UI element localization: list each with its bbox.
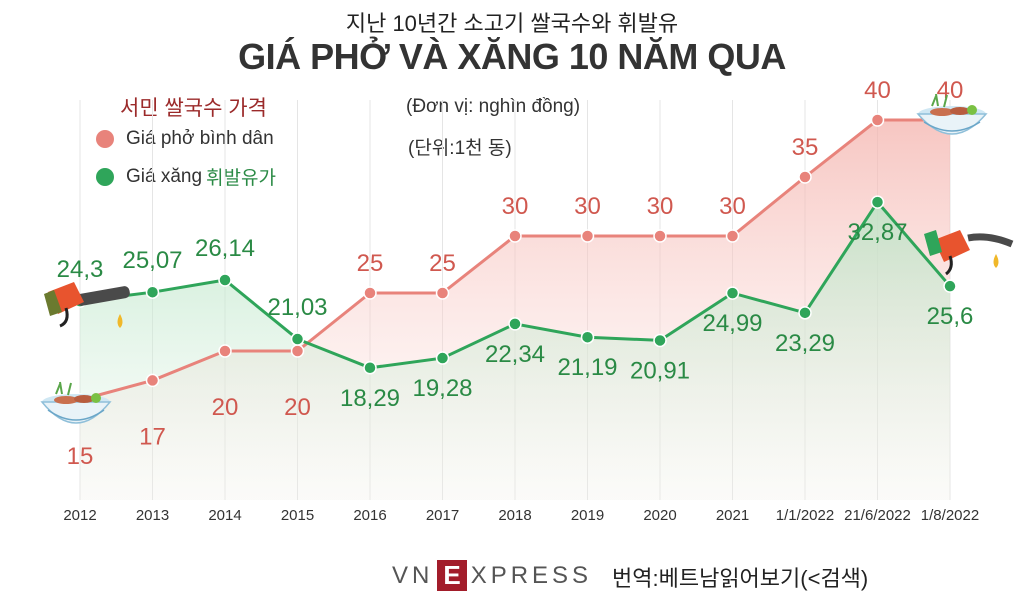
brand-prefix: VN bbox=[392, 561, 434, 589]
data-point-xang bbox=[290, 332, 305, 346]
data-labels: 15 17 20 20 25 25 30 30 30 30 35 40 40 24,3 25,07 26,14… bbox=[57, 77, 974, 470]
pho-bowl-icon bbox=[916, 93, 988, 135]
data-label-xang: 22,34 bbox=[485, 341, 545, 368]
data-point-pho bbox=[218, 344, 232, 358]
data-point-xang bbox=[435, 351, 450, 365]
series-area-xang bbox=[80, 202, 950, 500]
fuel-nozzle-icon bbox=[924, 230, 1014, 276]
data-label-pho: 17 bbox=[139, 423, 166, 450]
x-tick-label: 2012 bbox=[63, 507, 96, 524]
data-label-pho: 30 bbox=[574, 193, 601, 220]
data-label-pho: 25 bbox=[357, 250, 384, 277]
x-tick-label: 2019 bbox=[571, 507, 604, 524]
data-label-xang: 25,6 bbox=[927, 303, 974, 330]
data-point-xang bbox=[870, 195, 885, 209]
data-label-xang: 23,29 bbox=[775, 330, 835, 357]
subtitle-korean: 지난 10년간 소고기 쌀국수와 휘발유 bbox=[345, 11, 679, 36]
data-label-xang: 21,03 bbox=[267, 294, 327, 321]
data-point-pho bbox=[580, 229, 595, 243]
x-tick-label: 2021 bbox=[716, 507, 749, 524]
data-label-xang: 24,99 bbox=[702, 310, 762, 337]
data-point-xang bbox=[653, 333, 667, 348]
data-label-pho: 25 bbox=[429, 250, 456, 277]
legend-pho-marker bbox=[96, 130, 114, 148]
pho-bowl-icon bbox=[40, 381, 112, 424]
x-tick-label: 2020 bbox=[643, 507, 676, 524]
legend-title-korean: 서민 쌀국수 가격 bbox=[120, 97, 267, 120]
x-tick-label: 2016 bbox=[353, 507, 386, 524]
x-axis-ticks: 2012 2013 2014 2015 2016 2017 2018 2019 2020 2021… bbox=[63, 507, 979, 524]
unit-note-vietnamese: (Đơn vị: nghìn đồng) bbox=[406, 96, 581, 117]
fuel-nozzle-icon bbox=[44, 282, 130, 328]
legend-item-xang: Giá xăng 휘발유가 bbox=[96, 163, 276, 190]
brand-e: E bbox=[437, 560, 467, 591]
x-tick-label: 2013 bbox=[136, 507, 169, 524]
unit-note-korean: (단위:1천 동) bbox=[408, 138, 512, 159]
x-tick-label: 2015 bbox=[281, 507, 314, 524]
data-point-pho bbox=[725, 229, 740, 243]
vnexpress-logo: VN E XPRESS bbox=[392, 560, 592, 591]
data-point-pho bbox=[435, 286, 450, 300]
data-label-pho: 35 bbox=[792, 134, 819, 161]
data-label-xang: 32,87 bbox=[847, 219, 907, 246]
data-label-pho: 40 bbox=[937, 77, 964, 104]
data-label-xang: 18,29 bbox=[340, 385, 400, 412]
data-point-xang bbox=[145, 285, 160, 299]
data-point-xang bbox=[580, 330, 595, 344]
legend-xang-marker bbox=[96, 167, 114, 186]
data-label-pho: 30 bbox=[502, 193, 529, 220]
data-point-pho bbox=[145, 373, 160, 388]
data-label-pho: 30 bbox=[719, 193, 746, 220]
data-label-xang: 20,91 bbox=[630, 357, 690, 384]
data-point-xang bbox=[363, 361, 377, 375]
data-point-pho bbox=[798, 170, 812, 184]
x-tick-label: 21/6/2022 bbox=[844, 507, 911, 524]
data-label-xang: 24,3 bbox=[57, 256, 104, 283]
data-point-xang bbox=[508, 317, 522, 331]
data-point-xang bbox=[943, 279, 957, 293]
data-label-pho: 15 bbox=[67, 443, 94, 470]
data-point-xang bbox=[798, 306, 812, 320]
translation-note-korean: 번역:베트남읽어보기(<검색) bbox=[612, 566, 869, 591]
data-label-pho: 20 bbox=[212, 394, 239, 421]
data-point-pho bbox=[653, 229, 667, 243]
chart-title: GIÁ PHỞ VÀ XĂNG 10 NĂM QUA bbox=[238, 36, 786, 77]
data-label-pho: 30 bbox=[647, 193, 674, 220]
x-tick-label: 2014 bbox=[208, 507, 241, 524]
data-point-pho bbox=[363, 286, 377, 300]
legend-item-pho: Giá phở bình dân bbox=[96, 128, 274, 150]
data-point-xang bbox=[725, 286, 740, 300]
brand-suffix: XPRESS bbox=[470, 561, 593, 589]
data-point-pho bbox=[508, 229, 522, 243]
x-tick-label: 2017 bbox=[426, 507, 459, 524]
legend-xang-label: Giá xăng bbox=[126, 165, 203, 187]
data-label-xang: 25,07 bbox=[122, 247, 182, 274]
legend-xang-label-korean: 휘발유가 bbox=[206, 168, 276, 189]
data-label-xang: 26,14 bbox=[195, 235, 255, 262]
data-label-pho: 20 bbox=[284, 394, 311, 421]
data-point-pho bbox=[870, 113, 885, 127]
x-tick-label: 1/8/2022 bbox=[921, 507, 979, 524]
legend-pho-label: Giá phở bình dân bbox=[126, 128, 274, 149]
data-point-pho bbox=[290, 344, 305, 358]
data-point-xang bbox=[218, 273, 232, 287]
data-label-pho: 40 bbox=[864, 77, 891, 104]
series-areas bbox=[80, 120, 950, 500]
x-tick-label: 1/1/2022 bbox=[776, 507, 834, 524]
data-label-xang: 21,19 bbox=[557, 354, 617, 381]
x-tick-label: 2018 bbox=[498, 507, 531, 524]
data-label-xang: 19,28 bbox=[412, 375, 472, 402]
